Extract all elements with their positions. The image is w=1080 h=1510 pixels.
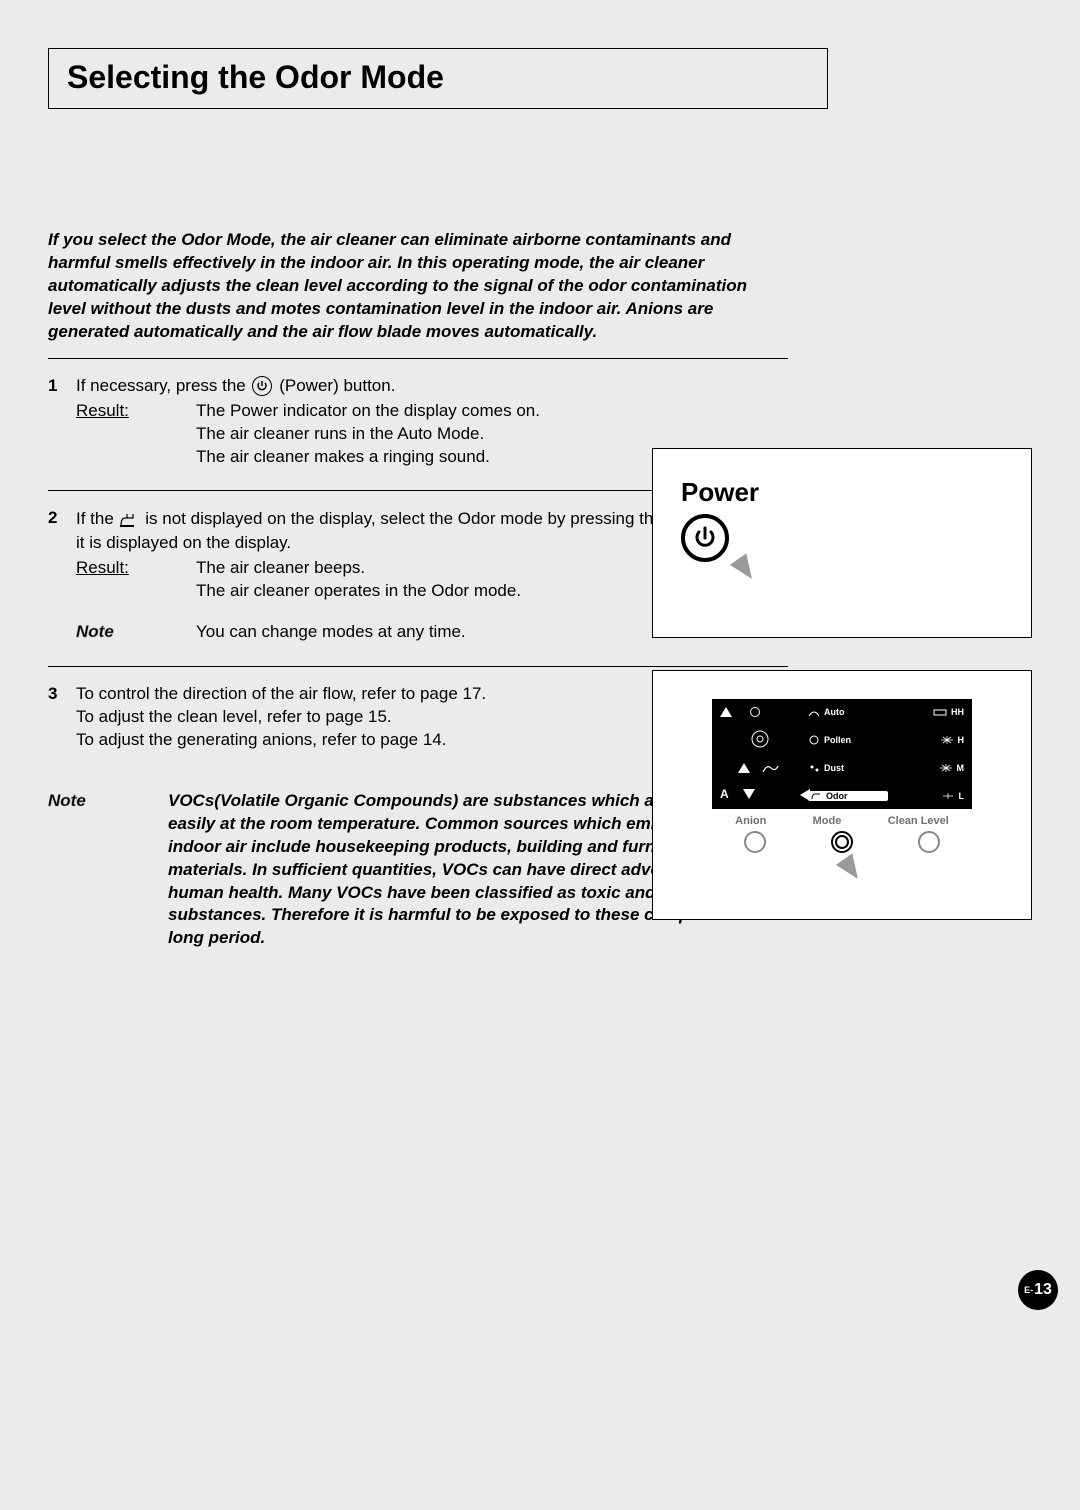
page-num-value: 13 bbox=[1034, 1281, 1052, 1299]
display-mode: Odor bbox=[826, 791, 848, 801]
display-mid-col: Auto Pollen Dust Odor bbox=[808, 707, 888, 801]
anion-button[interactable] bbox=[744, 831, 766, 853]
page-number: E-13 bbox=[1018, 1270, 1058, 1310]
result-label: Result: bbox=[76, 557, 196, 603]
display-level: L bbox=[959, 791, 965, 801]
selection-arrow-icon bbox=[800, 789, 810, 801]
clean-level-button[interactable] bbox=[918, 831, 940, 853]
display-mode: Dust bbox=[824, 763, 844, 773]
mode-button[interactable] bbox=[831, 831, 853, 853]
display-mode: Auto bbox=[824, 707, 845, 717]
display-left-col: A bbox=[720, 707, 800, 801]
ctrl-label: Anion bbox=[735, 815, 766, 827]
step-number: 2 bbox=[48, 507, 76, 644]
display-level: H bbox=[958, 735, 965, 745]
display-right-col: HH H M L bbox=[896, 707, 964, 801]
page-prefix: E- bbox=[1024, 1285, 1033, 1295]
display-panel: A Auto Pollen Dust Odor HH H M L Anion bbox=[652, 670, 1032, 920]
control-buttons bbox=[712, 831, 972, 853]
display-mode: Pollen bbox=[824, 735, 851, 745]
display-text: A bbox=[720, 787, 729, 801]
step-number: 3 bbox=[48, 683, 76, 752]
cursor-icon bbox=[730, 553, 760, 584]
intro-text: If you select the Odor Mode, the air cle… bbox=[48, 229, 788, 359]
step-text: If necessary, press the bbox=[76, 376, 250, 395]
note-label: Note bbox=[48, 790, 168, 951]
control-labels: Anion Mode Clean Level bbox=[712, 815, 972, 827]
step-text: is not displayed on the display, select … bbox=[145, 509, 667, 528]
power-panel: Power bbox=[652, 448, 1032, 638]
result-label: Result: bbox=[76, 400, 196, 469]
display-level: HH bbox=[951, 707, 964, 717]
power-label: Power bbox=[681, 477, 1003, 508]
cursor-icon bbox=[836, 853, 866, 884]
display-level: M bbox=[957, 763, 965, 773]
step-number: 1 bbox=[48, 375, 76, 469]
power-icon bbox=[252, 376, 272, 396]
step-text: If the bbox=[76, 509, 119, 528]
title-box: Selecting the Odor Mode bbox=[48, 48, 828, 109]
power-button-icon bbox=[681, 514, 729, 562]
step-text: (Power) button. bbox=[279, 376, 395, 395]
note-label: Note bbox=[76, 621, 196, 644]
ctrl-label: Clean Level bbox=[888, 815, 949, 827]
ctrl-label: Mode bbox=[813, 815, 842, 827]
page-title: Selecting the Odor Mode bbox=[67, 59, 809, 96]
page: Selecting the Odor Mode If you select th… bbox=[0, 0, 1080, 1510]
odor-icon bbox=[119, 512, 141, 528]
display-screen: A Auto Pollen Dust Odor HH H M L bbox=[712, 699, 972, 809]
